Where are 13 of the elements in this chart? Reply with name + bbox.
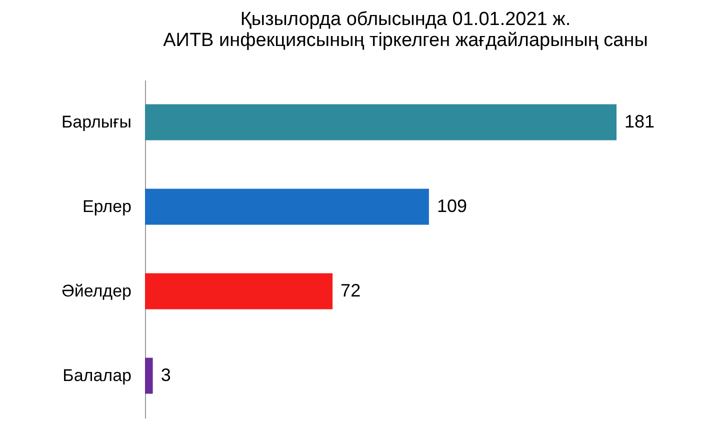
bar <box>145 358 153 394</box>
data-label: 3 <box>160 364 171 385</box>
y-tick-label: Барлығы <box>61 112 132 132</box>
chart-title: Қызылорда облысында 01.01.2021 ж. АИТВ инфекциясының тіркелген жағдайларының саны <box>163 9 648 51</box>
bar <box>145 104 617 140</box>
data-label: 181 <box>624 111 655 132</box>
bar <box>145 273 333 310</box>
y-tick-label: Әйелдер <box>62 281 132 300</box>
data-label: 109 <box>436 196 467 216</box>
y-tick-label: Ерлер <box>82 196 132 216</box>
bar <box>145 188 429 225</box>
y-tick-label: Балалар <box>62 366 132 385</box>
data-label: 72 <box>340 280 361 300</box>
